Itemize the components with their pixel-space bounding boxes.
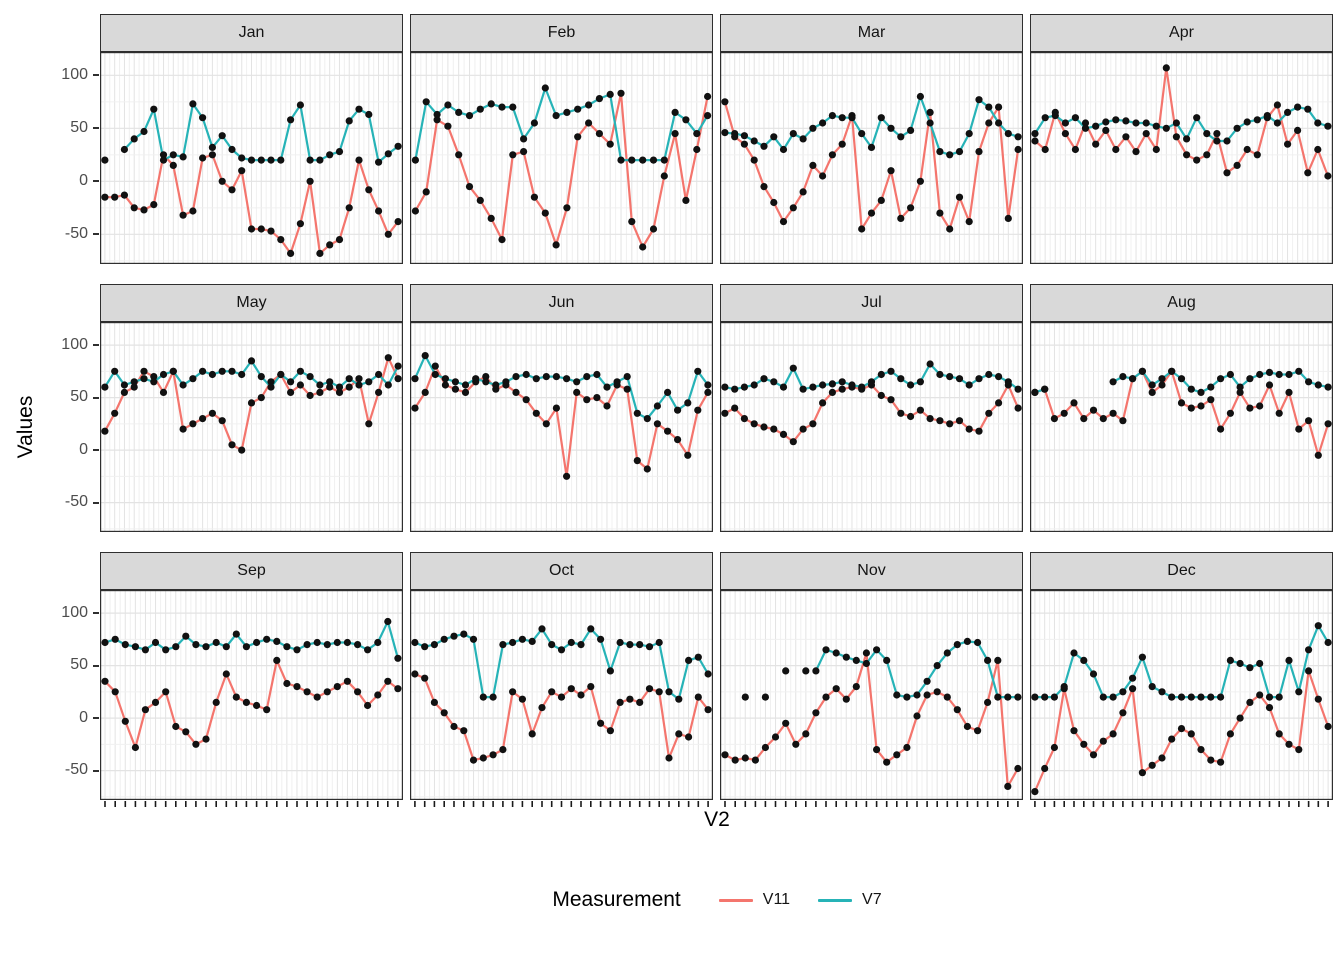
- y-tick-label: 0: [79, 708, 88, 726]
- data-points: [721, 360, 1022, 446]
- y-tick-mark: [93, 664, 99, 667]
- facet-panel-dec: [1030, 590, 1333, 807]
- data-points: [1031, 367, 1332, 459]
- legend-label-v7: V7: [862, 891, 882, 908]
- y-tick-label: -50: [64, 761, 88, 779]
- facet-panel-may: [100, 322, 403, 533]
- facet-panel-aug: [1030, 322, 1333, 533]
- v7-line-swatch-icon: [818, 898, 853, 902]
- y-tick-mark: [93, 180, 99, 183]
- data-points: [1031, 64, 1332, 180]
- y-tick-label: 100: [61, 335, 88, 353]
- y-tick-label: -50: [64, 224, 88, 242]
- facet-strip-jun: Jun: [410, 284, 713, 322]
- facet-panel-jan: [100, 52, 403, 265]
- data-points: [411, 352, 712, 480]
- facet-strip-may: May: [100, 284, 403, 322]
- facet-strip-nov: Nov: [720, 552, 1023, 590]
- y-axis-title: Values: [14, 395, 37, 459]
- data-points: [411, 625, 712, 764]
- data-points: [101, 617, 402, 752]
- facet-panel-sep: [100, 590, 403, 807]
- y-tick-mark: [93, 127, 99, 130]
- y-tick-mark: [93, 501, 99, 504]
- y-tick-mark: [93, 344, 99, 347]
- x-axis-ticks: [414, 801, 709, 807]
- x-axis-ticks: [104, 801, 399, 807]
- y-tick-label: 0: [79, 440, 88, 458]
- facet-panel-mar: [720, 52, 1023, 265]
- facet-panel-jul: [720, 322, 1023, 533]
- facet-strip-aug: Aug: [1030, 284, 1333, 322]
- y-tick-label: 50: [70, 118, 88, 136]
- facet-strip-jan: Jan: [100, 14, 403, 52]
- facet-panel-nov: [720, 590, 1023, 807]
- y-tick-mark: [93, 612, 99, 615]
- legend: Measurement V11 V7: [90, 888, 1344, 912]
- x-axis-title: V2: [704, 808, 730, 831]
- facet-panel-apr: [1030, 52, 1333, 265]
- facet-panel-feb: [410, 52, 713, 265]
- data-points: [411, 84, 712, 251]
- data-points: [1031, 622, 1332, 796]
- facet-strip-feb: Feb: [410, 14, 713, 52]
- y-tick-mark: [93, 449, 99, 452]
- y-tick-mark: [93, 74, 99, 77]
- data-points: [101, 100, 402, 257]
- y-tick-mark: [93, 396, 99, 399]
- facet-strip-jul: Jul: [720, 284, 1023, 322]
- legend-entry-v7: V7: [818, 891, 882, 909]
- legend-entry-v11: V11: [718, 891, 791, 909]
- series-v7-line: [414, 86, 709, 162]
- facet-panel-oct: [410, 590, 713, 807]
- y-tick-mark: [93, 769, 99, 772]
- facet-strip-apr: Apr: [1030, 14, 1333, 52]
- facet-strip-oct: Oct: [410, 552, 713, 590]
- legend-label-v11: V11: [762, 891, 791, 908]
- y-tick-label: 0: [79, 171, 88, 189]
- facet-strip-sep: Sep: [100, 552, 403, 590]
- data-points: [721, 637, 1022, 790]
- legend-title: Measurement: [552, 888, 681, 911]
- data-points: [721, 92, 1022, 233]
- y-tick-mark: [93, 233, 99, 236]
- y-tick-label: 50: [70, 388, 88, 406]
- x-axis-ticks: [724, 801, 1019, 807]
- y-tick-mark: [93, 717, 99, 720]
- facet-panel-jun: [410, 322, 713, 533]
- y-tick-label: 100: [61, 65, 88, 83]
- data-points: [101, 354, 402, 454]
- facet-strip-dec: Dec: [1030, 552, 1333, 590]
- v11-line-swatch-icon: [718, 898, 753, 902]
- y-tick-label: 100: [61, 603, 88, 621]
- y-tick-label: 50: [70, 656, 88, 674]
- y-tick-label: -50: [64, 493, 88, 511]
- facet-strip-mar: Mar: [720, 14, 1023, 52]
- x-axis-ticks: [1034, 801, 1329, 807]
- series-v11-line: [414, 92, 709, 249]
